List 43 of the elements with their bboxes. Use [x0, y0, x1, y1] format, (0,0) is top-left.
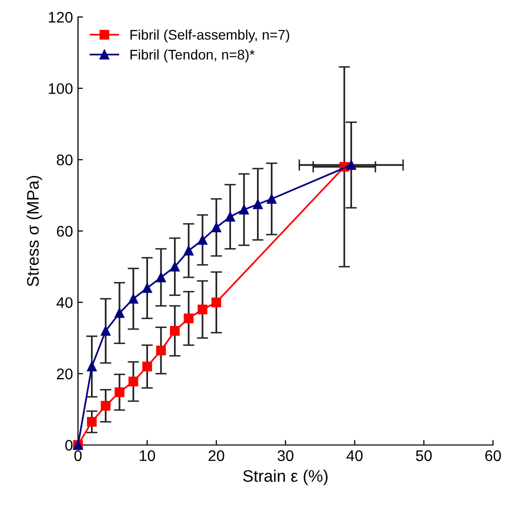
point [114, 308, 124, 318]
point [128, 376, 138, 386]
x-axis-title: Strain ε (%) [243, 470, 328, 486]
x-tick-label: 50 [416, 450, 432, 462]
legend-label: Fibril (Self-assembly, n=7) [130, 30, 290, 42]
y-tick-label: 0 [65, 440, 73, 451]
legend-label: Fibril (Tendon, n=8)* [130, 49, 255, 62]
point [346, 160, 356, 170]
y-axis-title: Stress σ (MPa) [26, 176, 42, 286]
point [86, 416, 97, 427]
point [252, 199, 263, 210]
point [211, 222, 222, 232]
y-tick-label: 120 [48, 12, 73, 23]
point [156, 346, 166, 356]
point [211, 297, 222, 308]
point [86, 362, 97, 372]
y-tick-label: 100 [48, 83, 73, 94]
y-tick-label: 80 [56, 154, 73, 166]
point [198, 235, 208, 245]
point [239, 204, 249, 214]
y-tick-label: 60 [56, 226, 73, 237]
point [170, 326, 180, 336]
point [156, 272, 166, 282]
point [100, 326, 111, 336]
y-tick-label: 20 [56, 368, 73, 380]
point [184, 246, 194, 256]
x-tick-label: 30 [278, 450, 294, 462]
point [225, 212, 236, 222]
point [142, 283, 152, 293]
x-tick-label: 0 [74, 450, 82, 462]
point [170, 262, 180, 272]
point [128, 294, 138, 304]
x-tick-label: 40 [346, 450, 363, 462]
x-tick-label: 10 [140, 450, 156, 462]
x-tick-label: 60 [485, 450, 501, 462]
point [266, 194, 277, 204]
point [114, 387, 124, 398]
x-tick-label: 20 [208, 450, 224, 462]
point [184, 314, 194, 324]
point [198, 304, 208, 314]
y-tick-label: 40 [56, 297, 73, 308]
point [142, 362, 152, 372]
point [100, 400, 111, 411]
